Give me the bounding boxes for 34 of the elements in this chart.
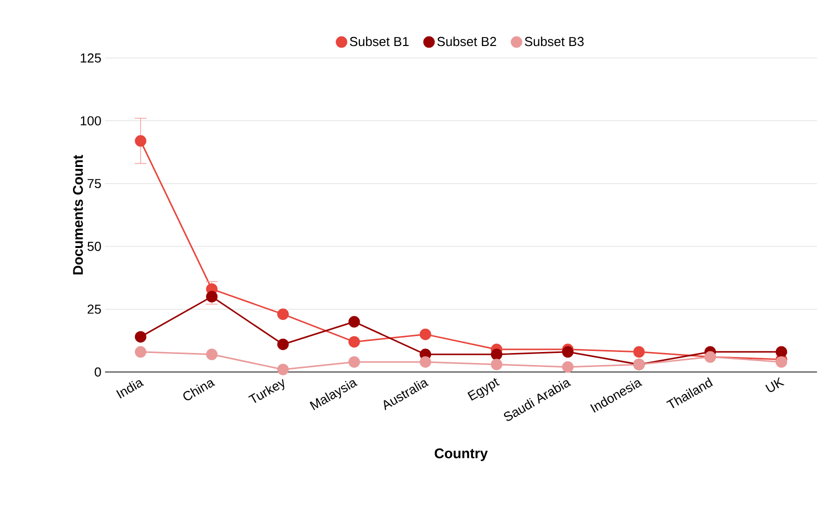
- x-tick-label: UK: [765, 377, 784, 392]
- y-tick-label: 100: [80, 116, 101, 126]
- point: [348, 356, 360, 368]
- y-tick-label: 125: [80, 53, 101, 63]
- y-tick-label: 75: [88, 179, 101, 188]
- point: [420, 328, 432, 340]
- point: [776, 356, 788, 368]
- x-axis-title: Country: [434, 448, 488, 462]
- point: [562, 346, 574, 358]
- point: [490, 358, 502, 370]
- point: [562, 361, 574, 373]
- legend-label: Subset B2: [437, 36, 496, 46]
- y-tick-label: 0: [94, 367, 101, 377]
- point: [420, 356, 432, 368]
- point: [206, 348, 218, 360]
- point: [348, 316, 360, 328]
- point: [134, 135, 146, 147]
- point: [277, 364, 289, 376]
- point: [348, 336, 360, 348]
- point: [134, 346, 146, 358]
- legend-label: Subset B1: [350, 36, 409, 46]
- y-tick-label: 50: [88, 242, 101, 251]
- y-tick-label: 25: [88, 304, 101, 314]
- y-axis-title: Documents Count: [72, 154, 83, 274]
- point: [206, 290, 218, 302]
- x-tick-label: China: [183, 380, 216, 400]
- point: [490, 348, 502, 360]
- legend-label: Subset B3: [524, 36, 584, 46]
- point: [277, 308, 289, 320]
- point: [776, 346, 788, 358]
- point: [134, 331, 146, 343]
- x-tick-label: India: [116, 380, 144, 398]
- point: [277, 338, 289, 350]
- point: [633, 346, 645, 358]
